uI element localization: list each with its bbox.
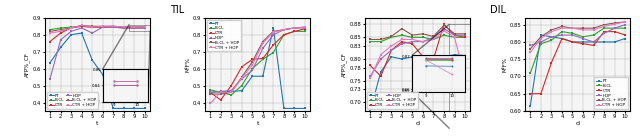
Text: DIL: DIL [490, 5, 506, 15]
Y-axis label: M²F%: M²F% [502, 57, 507, 72]
Legend: FT, B-CL, CTR, HOP, B-CL + HOP, CTR + HOP: FT, B-CL, CTR, HOP, B-CL + HOP, CTR + HO… [207, 20, 241, 51]
X-axis label: t: t [96, 121, 99, 126]
Y-axis label: M²F%: M²F% [185, 57, 190, 72]
X-axis label: d: d [576, 121, 580, 126]
Legend: FT, B-CL, CTR, HOP, B-CL + HOP, CTR + HOP: FT, B-CL, CTR, HOP, B-CL + HOP, CTR + HO… [47, 92, 98, 109]
Legend: FT, B-CL, CTR, HOP, B-CL + HOP, CTR + HOP: FT, B-CL, CTR, HOP, B-CL + HOP, CTR + HO… [367, 92, 419, 109]
Y-axis label: AFP%_CF: AFP%_CF [24, 52, 30, 77]
Text: TIL: TIL [170, 5, 184, 15]
Y-axis label: AFP%_CF: AFP%_CF [341, 52, 347, 77]
X-axis label: t: t [256, 121, 259, 126]
Bar [129, 25, 150, 31]
X-axis label: d: d [415, 121, 420, 126]
Legend: FT, B-CL, CTR, HOP, B-CL + HOP, CTR + HOP: FT, B-CL, CTR, HOP, B-CL + HOP, CTR + HO… [595, 77, 628, 109]
Bar [449, 24, 470, 128]
